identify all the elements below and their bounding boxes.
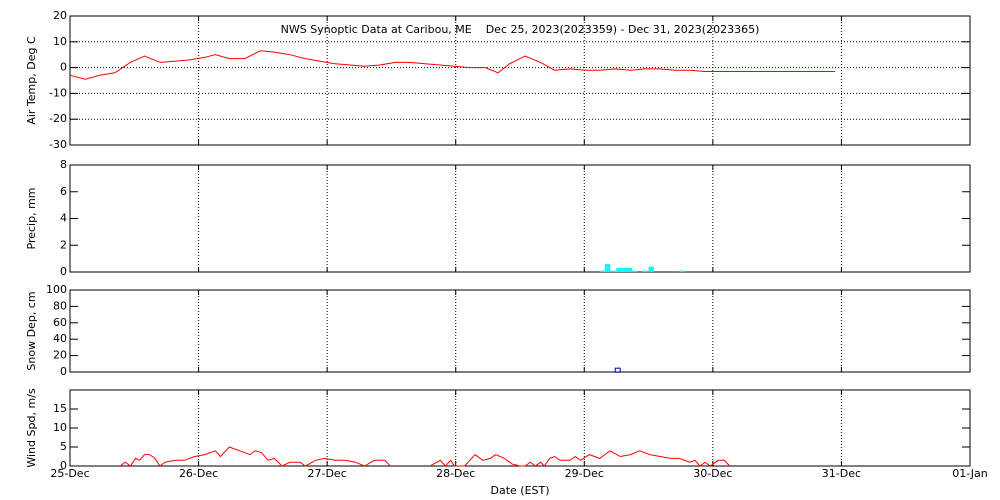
bar [611, 270, 617, 272]
y-tick-label: 0 [60, 459, 67, 472]
y-axis-label: Precip, mm [25, 188, 38, 250]
y-tick-label: 2 [60, 238, 67, 251]
data-line [119, 446, 730, 467]
y-axis-label: Wind Spd, m/s [25, 388, 38, 468]
y-tick-label: -20 [49, 112, 67, 125]
bar [616, 267, 622, 272]
y-axis-label: Air Temp, Deg C [25, 36, 38, 125]
y-tick-label: 5 [60, 440, 67, 453]
y-tick-label: 8 [60, 158, 67, 171]
x-axis-label: Date (EST) [490, 484, 549, 497]
data-line [69, 50, 835, 80]
y-tick-label: 80 [53, 299, 67, 312]
chart-title: NWS Synoptic Data at Caribou, ME Dec 25,… [281, 23, 760, 36]
bar [679, 270, 685, 272]
x-tick-label: 28-Dec [436, 467, 475, 480]
y-tick-label: 60 [53, 316, 67, 329]
y-tick-label: 20 [53, 9, 67, 22]
x-tick-label: 30-Dec [693, 467, 732, 480]
y-tick-label: -10 [49, 86, 67, 99]
bar [648, 266, 654, 272]
y-tick-label: 40 [53, 332, 67, 345]
y-tick-label: 0 [60, 61, 67, 74]
bar [604, 263, 611, 272]
y-tick-label: 0 [60, 365, 67, 378]
x-tick-label: 01-Jan [952, 467, 988, 480]
plot-frame [69, 164, 971, 273]
bar [621, 267, 627, 272]
plot-frame [69, 289, 971, 373]
x-tick-label: 25-Dec [50, 467, 89, 480]
bar [631, 270, 638, 272]
y-tick-label: 100 [46, 283, 67, 296]
y-tick-label: 6 [60, 185, 67, 198]
y-tick-label: 20 [53, 349, 67, 362]
y-tick-label: 10 [53, 421, 67, 434]
bar [642, 270, 648, 272]
point [614, 367, 621, 373]
bar [626, 267, 633, 272]
y-tick-label: -30 [49, 138, 67, 151]
x-tick-label: 29-Dec [565, 467, 604, 480]
y-tick-label: 0 [60, 265, 67, 278]
y-axis-label: Snow Dep, cm [25, 291, 38, 370]
x-tick-label: 27-Dec [308, 467, 347, 480]
plot-frame [69, 15, 971, 146]
y-tick-label: 15 [53, 402, 67, 415]
x-tick-label: 26-Dec [179, 467, 218, 480]
bar [599, 270, 606, 272]
x-tick-label: 31-Dec [822, 467, 861, 480]
y-tick-label: 10 [53, 35, 67, 48]
y-tick-label: 4 [60, 212, 67, 225]
